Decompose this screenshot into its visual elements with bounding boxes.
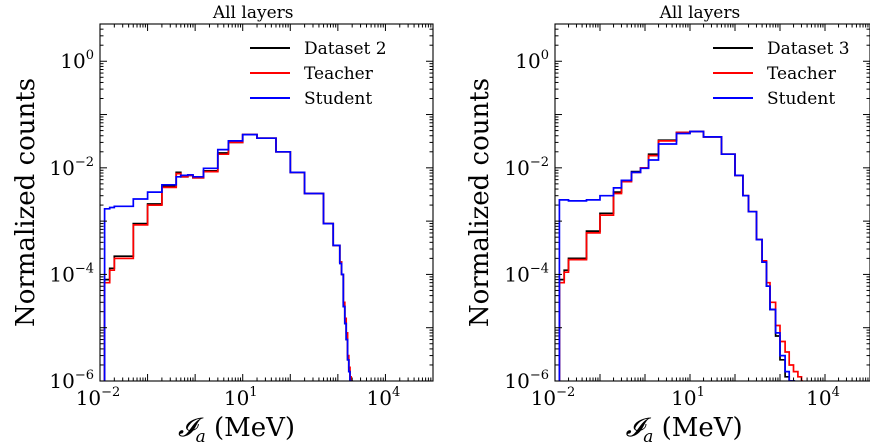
y-tick-label-exponent: 0	[541, 48, 549, 63]
legend: Dataset 3 Teacher Student	[713, 39, 850, 109]
legend-label: Student	[767, 89, 835, 109]
x-tick-label-base: 10	[76, 386, 101, 410]
series-line-student	[103, 133, 353, 381]
series-group	[103, 133, 353, 381]
x-tick-label-exponent: 1	[697, 385, 705, 400]
y-tick-label-base: 10	[60, 49, 85, 73]
x-tick-label: 101	[671, 385, 705, 410]
x-tick-label-exponent: 1	[249, 385, 257, 400]
series-line-student	[558, 130, 796, 381]
series-line-teacher	[103, 133, 353, 381]
legend: Dataset 2 Teacher Student	[250, 39, 387, 109]
y-tick-label-exponent: −4	[530, 261, 549, 276]
y-tick-label: 10−4	[504, 261, 549, 286]
y-tick-label: 100	[515, 48, 549, 73]
y-tick-label-base: 10	[49, 262, 74, 286]
x-axis-label: 𝓘a (MeV)	[178, 413, 295, 445]
y-tick-label-base: 10	[49, 369, 74, 393]
x-tick-label-base: 10	[531, 386, 556, 410]
x-axis-label-subscript: a	[643, 427, 653, 445]
x-tick-label: 10−2	[531, 385, 576, 410]
x-axis-label: 𝓘a (MeV)	[626, 413, 743, 445]
x-tick-label-base: 10	[367, 386, 392, 410]
y-axis-label: Normalized counts	[465, 78, 495, 327]
x-axis-label-subscript: a	[196, 427, 206, 445]
y-tick-label: 10−4	[49, 261, 94, 286]
x-axis-label-unit: (MeV)	[653, 413, 742, 443]
y-tick-label-exponent: −6	[75, 368, 94, 383]
y-tick-label: 100	[60, 48, 94, 73]
x-tick-label-exponent: −2	[556, 385, 575, 400]
legend-label: Teacher	[767, 64, 837, 84]
y-tick-label: 10−6	[49, 368, 94, 393]
chart-title: All layers	[659, 3, 741, 23]
x-tick-label-exponent: 4	[392, 385, 400, 400]
x-tick-label: 10−2	[76, 385, 121, 410]
y-tick-label-exponent: −2	[75, 155, 94, 170]
legend-label: Dataset 2	[304, 39, 387, 59]
plot-frame	[99, 23, 434, 382]
x-tick-label-exponent: −2	[101, 385, 120, 400]
y-tick-label-base: 10	[504, 262, 529, 286]
y-tick-label-base: 10	[504, 156, 529, 180]
y-tick-label: 10−6	[504, 368, 549, 393]
series-line-dataset-2	[103, 133, 353, 381]
x-tick-label-exponent: 4	[832, 385, 840, 400]
x-tick-label-base: 10	[224, 386, 249, 410]
series-line-teacher	[558, 130, 803, 381]
x-tick-label: 104	[806, 385, 840, 410]
x-axis-label-unit: (MeV)	[206, 413, 295, 443]
series-group	[558, 130, 803, 381]
y-tick-label-base: 10	[504, 369, 529, 393]
x-tick-label-base: 10	[806, 386, 831, 410]
y-tick-label-exponent: 0	[86, 48, 94, 63]
x-tick-label: 101	[224, 385, 258, 410]
y-axis-label: Normalized counts	[11, 78, 41, 327]
chart-title: All layers	[212, 3, 294, 23]
x-tick-label: 104	[367, 385, 401, 410]
legend-label: Dataset 3	[767, 39, 850, 59]
plot-frame	[554, 23, 870, 382]
y-tick-label-exponent: −2	[530, 155, 549, 170]
legend-label: Teacher	[304, 64, 374, 84]
y-tick-label-exponent: −4	[75, 261, 94, 276]
y-tick-label: 10−2	[49, 155, 94, 180]
series-line-dataset-3	[558, 130, 796, 381]
x-tick-label-base: 10	[671, 386, 696, 410]
y-tick-label-base: 10	[49, 156, 74, 180]
y-tick-label: 10−2	[504, 155, 549, 180]
legend-label: Student	[304, 89, 372, 109]
y-tick-label-exponent: −6	[530, 368, 549, 383]
y-tick-label-base: 10	[515, 49, 540, 73]
